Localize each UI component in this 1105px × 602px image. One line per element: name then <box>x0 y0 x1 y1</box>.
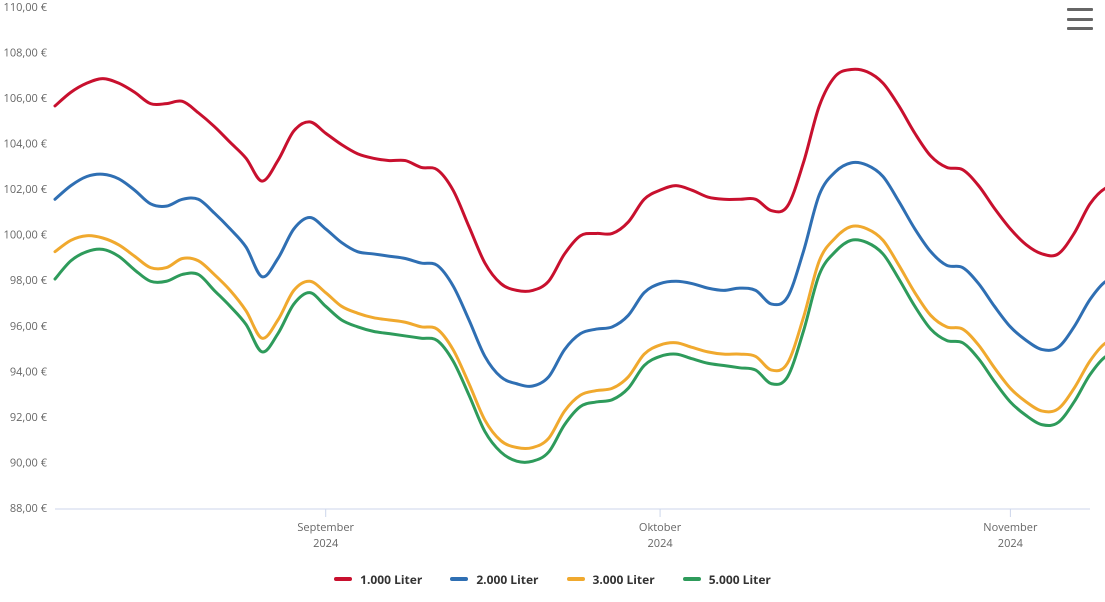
svg-text:2024: 2024 <box>998 536 1024 551</box>
svg-text:92,00 €: 92,00 € <box>10 410 48 425</box>
y-tick: 104,00 € <box>4 137 48 152</box>
svg-text:104,00 €: 104,00 € <box>4 137 48 152</box>
svg-text:94,00 €: 94,00 € <box>10 364 48 379</box>
legend-swatch <box>683 577 701 581</box>
svg-text:100,00 €: 100,00 € <box>4 228 48 243</box>
y-tick: 98,00 € <box>10 273 48 288</box>
y-tick: 108,00 € <box>4 45 48 60</box>
svg-text:110,00 €: 110,00 € <box>4 0 48 15</box>
svg-text:98,00 €: 98,00 € <box>10 273 48 288</box>
legend-item[interactable]: 1.000 Liter <box>334 571 422 588</box>
legend-swatch <box>450 577 468 581</box>
hamburger-menu-icon[interactable] <box>1067 6 1093 32</box>
chart-container: 88,00 € 90,00 € 92,00 € 94,00 € 96,00 € … <box>0 0 1105 602</box>
y-tick: 88,00 € <box>10 501 48 516</box>
line-chart: 88,00 € 90,00 € 92,00 € 94,00 € 96,00 € … <box>0 0 1105 602</box>
x-tick: Oktober 2024 <box>639 509 682 551</box>
svg-text:November: November <box>983 520 1038 535</box>
legend-item[interactable]: 3.000 Liter <box>567 571 655 588</box>
svg-text:102,00 €: 102,00 € <box>4 182 48 197</box>
legend-label: 1.000 Liter <box>360 571 422 588</box>
svg-text:90,00 €: 90,00 € <box>10 455 48 470</box>
legend-label: 3.000 Liter <box>593 571 655 588</box>
legend-item[interactable]: 5.000 Liter <box>683 571 771 588</box>
svg-text:96,00 €: 96,00 € <box>10 319 48 334</box>
legend-label: 5.000 Liter <box>709 571 771 588</box>
x-tick: September 2024 <box>297 509 354 551</box>
y-tick: 100,00 € <box>4 228 48 243</box>
y-tick: 94,00 € <box>10 364 48 379</box>
svg-text:2024: 2024 <box>647 536 673 551</box>
svg-text:88,00 €: 88,00 € <box>10 501 48 516</box>
svg-text:108,00 €: 108,00 € <box>4 45 48 60</box>
series-line <box>55 69 1105 291</box>
svg-text:Oktober: Oktober <box>639 520 682 535</box>
y-tick: 92,00 € <box>10 410 48 425</box>
svg-text:September: September <box>297 520 354 535</box>
y-tick: 110,00 € <box>4 0 48 15</box>
legend-label: 2.000 Liter <box>476 571 538 588</box>
series-line <box>55 226 1105 449</box>
svg-text:106,00 €: 106,00 € <box>4 91 48 106</box>
y-tick: 102,00 € <box>4 182 48 197</box>
legend-swatch <box>334 577 352 581</box>
legend-swatch <box>567 577 585 581</box>
legend-item[interactable]: 2.000 Liter <box>450 571 538 588</box>
y-tick: 90,00 € <box>10 455 48 470</box>
y-tick: 106,00 € <box>4 91 48 106</box>
x-tick: November 2024 <box>983 509 1038 551</box>
svg-text:2024: 2024 <box>313 536 339 551</box>
y-tick: 96,00 € <box>10 319 48 334</box>
legend: 1.000 Liter 2.000 Liter 3.000 Liter 5.00… <box>0 568 1105 588</box>
